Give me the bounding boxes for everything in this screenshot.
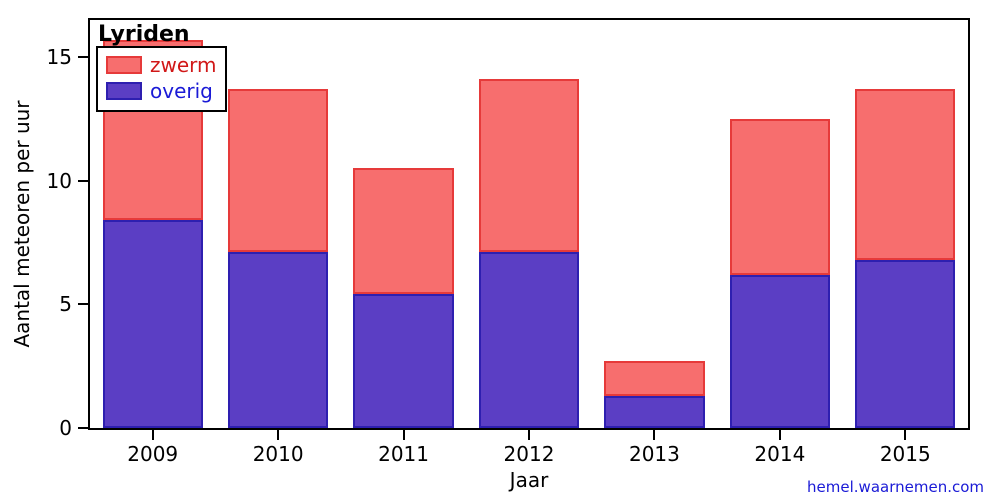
bar-overig bbox=[730, 275, 830, 428]
xtick-label: 2009 bbox=[127, 442, 178, 466]
credit-link[interactable]: hemel.waarnemen.com bbox=[807, 478, 984, 496]
xtick-mark bbox=[152, 430, 154, 440]
xtick-mark bbox=[904, 430, 906, 440]
bar-overig bbox=[228, 252, 328, 428]
xtick-mark bbox=[653, 430, 655, 440]
chart-title: Lyriden bbox=[98, 22, 190, 47]
xtick-label: 2012 bbox=[504, 442, 555, 466]
ytick-mark bbox=[78, 180, 88, 182]
bar-zwerm bbox=[353, 168, 453, 294]
xtick-mark bbox=[528, 430, 530, 440]
bar-overig bbox=[604, 396, 704, 428]
legend-item: overig bbox=[106, 78, 217, 104]
ytick-mark bbox=[78, 427, 88, 429]
legend-label: zwerm bbox=[150, 52, 217, 78]
xtick-label: 2013 bbox=[629, 442, 680, 466]
xtick-mark bbox=[403, 430, 405, 440]
legend-swatch bbox=[106, 56, 142, 74]
lyriden-chart: 0510152009201020112012201320142015Aantal… bbox=[0, 0, 1000, 500]
bar-overig bbox=[353, 294, 453, 428]
bar-zwerm bbox=[479, 79, 579, 252]
ytick-mark bbox=[78, 303, 88, 305]
legend-label: overig bbox=[150, 78, 213, 104]
bar-overig bbox=[855, 260, 955, 428]
bar-zwerm bbox=[730, 119, 830, 275]
xtick-mark bbox=[277, 430, 279, 440]
legend-swatch bbox=[106, 82, 142, 100]
bar-zwerm bbox=[604, 361, 704, 396]
legend-item: zwerm bbox=[106, 52, 217, 78]
ytick-mark bbox=[78, 56, 88, 58]
xtick-label: 2010 bbox=[253, 442, 304, 466]
xtick-label: 2015 bbox=[880, 442, 931, 466]
bar-zwerm bbox=[228, 89, 328, 252]
bar-overig bbox=[479, 252, 579, 428]
ytick-label: 0 bbox=[0, 416, 72, 440]
y-axis-label: Aantal meteoren per uur bbox=[10, 100, 34, 347]
xtick-mark bbox=[779, 430, 781, 440]
xtick-label: 2011 bbox=[378, 442, 429, 466]
legend: zwermoverig bbox=[96, 46, 227, 112]
bar-zwerm bbox=[855, 89, 955, 260]
x-axis-label: Jaar bbox=[510, 468, 549, 492]
xtick-label: 2014 bbox=[754, 442, 805, 466]
ytick-label: 15 bbox=[0, 45, 72, 69]
bar-overig bbox=[103, 220, 203, 428]
